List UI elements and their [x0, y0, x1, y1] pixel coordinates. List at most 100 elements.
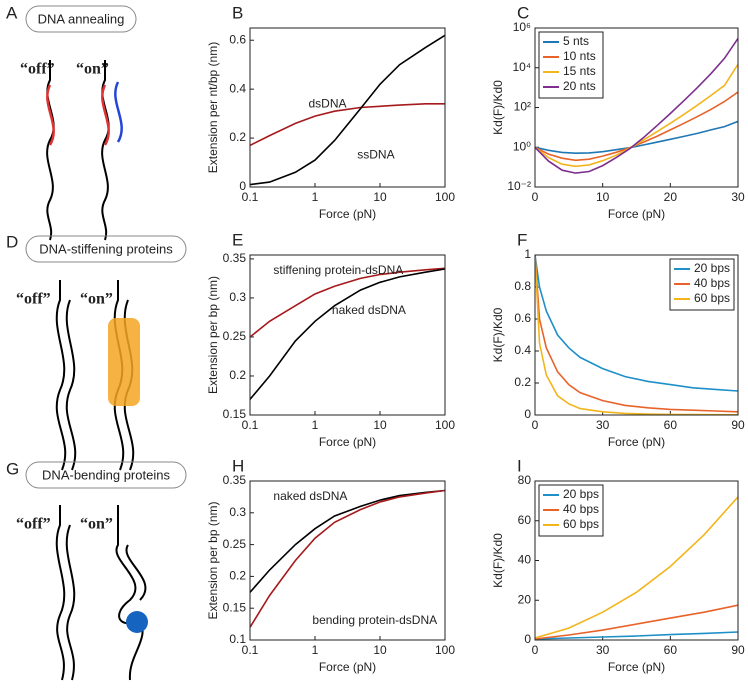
series-label: bending protein-dsDNA	[312, 613, 437, 627]
y-tick-label: 0.8	[514, 279, 531, 293]
x-axis-label: Force (pN)	[608, 207, 665, 221]
y-tick-label: 10²	[514, 100, 531, 114]
strand	[125, 544, 147, 601]
x-tick-label: 0	[532, 190, 539, 204]
plot-frame	[534, 480, 739, 641]
series-line	[535, 120, 738, 155]
strand	[55, 280, 67, 471]
x-tick-label: 100	[435, 190, 455, 204]
y-tick-label: 20	[518, 592, 532, 606]
x-tick-label: 1	[312, 418, 319, 432]
on-label: “on”	[80, 291, 113, 308]
panel-label: A	[6, 3, 18, 22]
plot-frame	[534, 254, 739, 416]
panel-label: C	[517, 3, 529, 22]
y-tick-label: 80	[518, 473, 532, 487]
series-line	[535, 631, 738, 640]
series-line	[535, 37, 738, 174]
x-tick-label: 30	[596, 418, 610, 432]
legend-label: 20 nts	[563, 79, 596, 93]
title-box	[25, 235, 187, 263]
y-tick-label: 0.2	[229, 130, 246, 144]
x-tick-label: 100	[435, 418, 455, 432]
strand	[55, 505, 66, 681]
y-tick-label: 0.4	[514, 343, 531, 357]
y-tick-label: 40	[518, 553, 532, 567]
x-tick-label: 60	[664, 643, 678, 657]
y-tick-label: 0.6	[229, 32, 246, 46]
x-tick-label: 1	[312, 190, 319, 204]
x-tick-label: 0.1	[242, 418, 259, 432]
y-axis-label: Kd(F)/Kd0	[491, 80, 505, 135]
y-tick-label: 0.2	[514, 375, 531, 389]
panel-label: I	[517, 456, 522, 475]
x-tick-label: 100	[435, 643, 455, 657]
x-tick-label: 0	[532, 418, 539, 432]
legend-label: 15 nts	[563, 64, 596, 78]
y-tick-label: 0.6	[514, 311, 531, 325]
x-axis-label: Force (pN)	[608, 435, 665, 449]
x-tick-label: 10	[373, 190, 387, 204]
x-tick-label: 0	[532, 643, 539, 657]
plot-frame	[249, 27, 446, 188]
y-tick-label: 0.3	[229, 505, 246, 519]
legend-label: 40 bps	[694, 276, 730, 290]
x-tick-label: 1	[312, 643, 319, 657]
y-tick-label: 0	[524, 407, 531, 421]
y-tick-label: 10⁰	[513, 139, 531, 153]
y-axis-label: Extension per nt/bp (nm)	[206, 42, 220, 173]
x-axis-label: Force (pN)	[319, 207, 376, 221]
protein	[108, 318, 140, 406]
series-line	[535, 255, 738, 413]
panel-label: E	[232, 230, 243, 249]
y-tick-label: 0.35	[223, 251, 247, 265]
panel-label: F	[517, 230, 527, 249]
x-tick-label: 10	[596, 190, 610, 204]
series-line	[250, 34, 445, 186]
x-tick-label: 0.1	[242, 190, 259, 204]
y-axis-label: Kd(F)/Kd0	[491, 533, 505, 588]
panel-label: H	[232, 456, 244, 475]
y-tick-label: 0.25	[223, 329, 247, 343]
title-box	[25, 461, 187, 489]
y-tick-label: 0.2	[229, 368, 246, 382]
series-line	[535, 91, 738, 162]
panel-label: G	[6, 459, 19, 478]
series-label: naked dsDNA	[332, 303, 406, 317]
series-label: dsDNA	[309, 96, 347, 110]
x-axis-label: Force (pN)	[319, 660, 376, 674]
off-label: “off”	[20, 61, 55, 78]
y-tick-label: 0.2	[229, 569, 246, 583]
y-tick-label: 0	[524, 632, 531, 646]
on-label: “on”	[80, 516, 113, 533]
off-label: “off”	[16, 516, 51, 533]
protein	[126, 611, 148, 633]
y-axis-label: Kd(F)/Kd0	[491, 307, 505, 362]
diagram-d: D DNA-stiffening proteins “off” “on”	[6, 232, 187, 471]
legend-label: 10 nts	[563, 49, 596, 63]
legend-label: 5 nts	[563, 34, 589, 48]
series-line	[535, 604, 738, 640]
legend-label: 40 bps	[563, 502, 599, 516]
x-tick-label: 10	[373, 418, 387, 432]
y-tick-label: 60	[518, 513, 532, 527]
series-label: ssDNA	[357, 147, 394, 161]
series-line	[250, 268, 445, 400]
y-axis-label: Extension per bp (nm)	[206, 276, 220, 394]
x-tick-label: 30	[596, 643, 610, 657]
panel-label: D	[6, 232, 18, 251]
y-tick-label: 0.4	[229, 81, 246, 95]
x-tick-label: 20	[664, 190, 678, 204]
on-label: “on”	[76, 61, 109, 78]
y-tick-label: 0.15	[223, 600, 247, 614]
series-line	[250, 267, 445, 338]
y-tick-label: 0.1	[229, 632, 246, 646]
y-tick-label: 0.3	[229, 290, 246, 304]
y-tick-label: 10⁶	[513, 20, 531, 34]
y-tick-label: 10⁴	[512, 60, 531, 74]
y-tick-label: 0.15	[223, 407, 247, 421]
plot-frame	[249, 254, 446, 416]
strand	[65, 524, 76, 681]
x-tick-label: 30	[731, 190, 745, 204]
